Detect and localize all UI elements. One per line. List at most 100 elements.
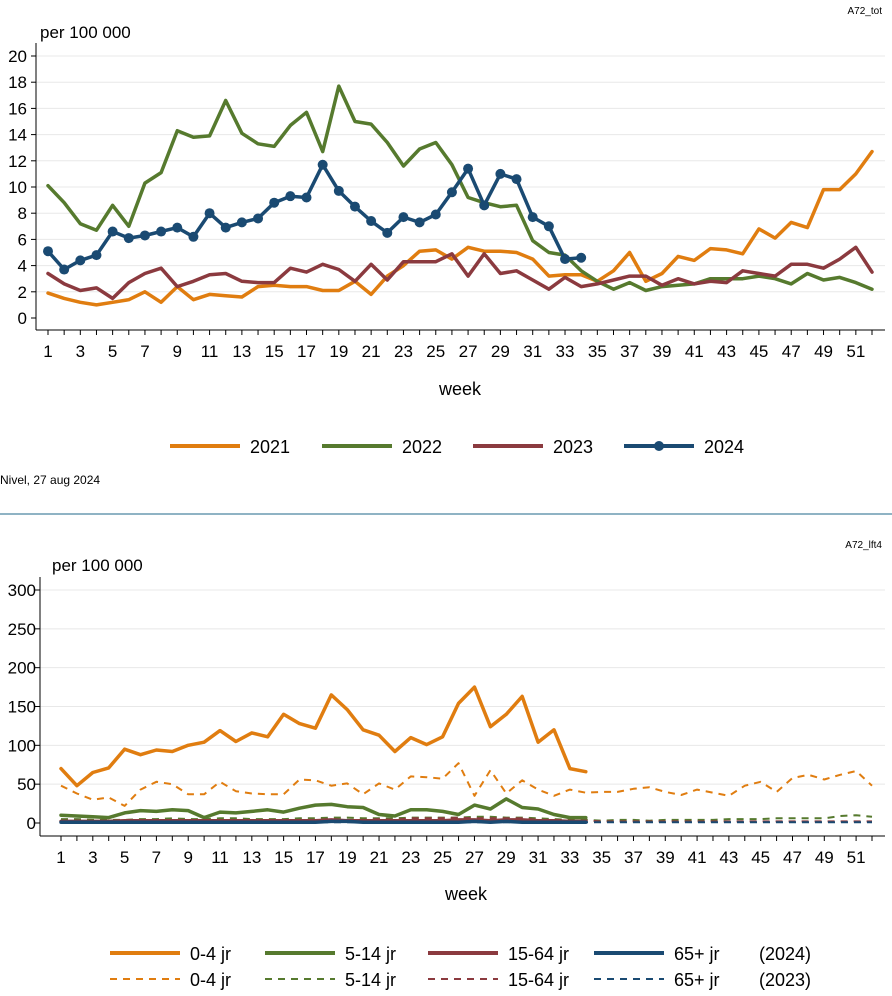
chart1-series-line-2022 <box>46 84 874 293</box>
chart1-x-tick-label: 33 <box>556 342 575 361</box>
footer-note: Nivel, 27 aug 2024 <box>0 473 100 487</box>
chart1-series-point-2024 <box>366 216 377 227</box>
chart2-legend-label: 65+ jr <box>674 970 720 990</box>
chart1-legend-label: 2022 <box>402 437 442 457</box>
chart2-x-tick-label: 17 <box>306 848 325 867</box>
chart1-y-tick-label: 4 <box>18 257 27 276</box>
chart1-series-line-2021 <box>46 149 874 307</box>
chart1-series-point-2024 <box>107 226 118 237</box>
chart1-x-tick-label: 11 <box>201 342 219 361</box>
chart1-x-axis-label: week <box>438 379 482 399</box>
chart2-series-line-0-4-jr-2024 <box>59 685 588 788</box>
chart1-legend-label: 2021 <box>250 437 290 457</box>
chart2-code-label: A72_lft4 <box>845 540 882 551</box>
chart1-series-point-2024 <box>204 208 215 219</box>
chart1-series-point-2024 <box>414 217 425 228</box>
chart2-legend-year: (2023) <box>759 970 811 990</box>
chart1-x-tick-label: 27 <box>459 342 478 361</box>
chart1-series-point-2024 <box>123 233 134 244</box>
chart1-x-tick-label: 3 <box>76 342 85 361</box>
chart1-y-tick-label: 16 <box>8 99 27 118</box>
chart2-x-tick-label: 47 <box>783 848 802 867</box>
chart1-x-tick-label: 5 <box>108 342 117 361</box>
chart1-series-point-2024 <box>188 231 199 242</box>
chart1-series-point-2024 <box>479 200 490 211</box>
chart2-x-tick-label: 51 <box>847 848 866 867</box>
chart2-legend-year: (2024) <box>759 944 811 964</box>
chart1-x-tick-label: 15 <box>265 342 284 361</box>
chart1-series-point-2024 <box>576 252 587 263</box>
chart2-legend-label: 0-4 jr <box>190 944 231 964</box>
chart1-y-unit-label: per 100 000 <box>40 23 131 42</box>
chart1-series-point-2024 <box>156 226 167 237</box>
chart1-legend: 2021 2022 2023 2024 <box>170 437 744 457</box>
chart1-x-tick-label: 19 <box>329 342 348 361</box>
chart2-y-tick-label: 0 <box>27 814 36 833</box>
chart1-y-tick-label: 14 <box>8 126 27 145</box>
chart2-x-tick-label: 23 <box>401 848 420 867</box>
chart2-y-unit-label: per 100 000 <box>52 556 143 575</box>
chart1-series-line-2023 <box>46 245 874 301</box>
chart1-x-tick-label: 9 <box>173 342 182 361</box>
chart1-x-tick-label: 31 <box>523 342 542 361</box>
chart2-y-tick-label: 250 <box>8 620 36 639</box>
chart1-series-point-2024 <box>139 230 150 241</box>
chart1-x-tick-label: 17 <box>297 342 316 361</box>
chart2-series-line-65-jr-2024 <box>59 819 588 824</box>
chart1-x-tick-label: 37 <box>620 342 639 361</box>
chart2-x-tick-label: 41 <box>688 848 707 867</box>
chart1-series-point-2024 <box>236 217 247 228</box>
chart2-x-tick-label: 27 <box>465 848 484 867</box>
chart1-series-point-2024 <box>269 197 280 208</box>
chart1-series-point-2024 <box>75 255 86 266</box>
chart1-x-tick-label: 45 <box>749 342 768 361</box>
chart2-x-tick-label: 35 <box>592 848 611 867</box>
chart1-series-point-2024 <box>430 209 441 220</box>
chart1-series-point-2024 <box>495 168 506 179</box>
chart2-x-tick-label: 1 <box>56 848 65 867</box>
chart1-x-tick-label: 43 <box>717 342 736 361</box>
chart2-legend-label: 15-64 jr <box>508 970 569 990</box>
chart1-series-point-2024 <box>91 250 102 261</box>
chart2-x-tick-label: 49 <box>815 848 834 867</box>
chart1-y-tick-label: 18 <box>8 73 27 92</box>
chart1-x-tick-label: 25 <box>426 342 445 361</box>
chart1-series-point-2024 <box>301 192 312 203</box>
chart1-code-label: A72_tot <box>848 6 883 17</box>
chart1-y-tick-label: 0 <box>18 309 27 328</box>
chart2-legend-label: 5-14 jr <box>345 970 396 990</box>
chart2-x-tick-label: 25 <box>433 848 452 867</box>
chart2-legend-label: 5-14 jr <box>345 944 396 964</box>
chart1-series-point-2024 <box>511 174 522 185</box>
chart2-legend-label: 65+ jr <box>674 944 720 964</box>
chart1-y-tick-label: 6 <box>18 230 27 249</box>
chart1-x-tick-label: 39 <box>652 342 671 361</box>
chart1-y-tick-label: 10 <box>8 178 27 197</box>
chart2-legend-label: 15-64 jr <box>508 944 569 964</box>
chart1-y-tick-label: 20 <box>8 47 27 66</box>
chart1-x-tick-label: 35 <box>588 342 607 361</box>
chart2-y-tick-label: 50 <box>17 775 36 794</box>
chart2-x-tick-label: 13 <box>242 848 261 867</box>
chart2-x-tick-label: 19 <box>338 848 357 867</box>
chart1-series-point-2024 <box>349 201 360 212</box>
chart2-x-tick-label: 5 <box>120 848 129 867</box>
chart1-series-line-2024 <box>46 162 583 272</box>
chart2-x-tick-label: 39 <box>656 848 675 867</box>
chart2-x-tick-label: 45 <box>751 848 770 867</box>
chart2-x-tick-label: 11 <box>211 848 229 867</box>
chart2-y-tick-label: 300 <box>8 581 36 600</box>
chart2-x-tick-label: 31 <box>529 848 548 867</box>
chart1-legend-label: 2023 <box>553 437 593 457</box>
chart1-series-point-2024 <box>543 221 554 232</box>
chart1-x-tick-label: 23 <box>394 342 413 361</box>
chart1-series-point-2024 <box>59 264 70 275</box>
chart1-legend-marker <box>654 441 664 451</box>
chart1-series-point-2024 <box>43 246 53 257</box>
chart2-y-tick-label: 150 <box>8 698 36 717</box>
chart1-x-tick-label: 21 <box>362 342 381 361</box>
chart2-x-tick-label: 33 <box>560 848 579 867</box>
chart1-y-tick-label: 12 <box>8 152 27 171</box>
